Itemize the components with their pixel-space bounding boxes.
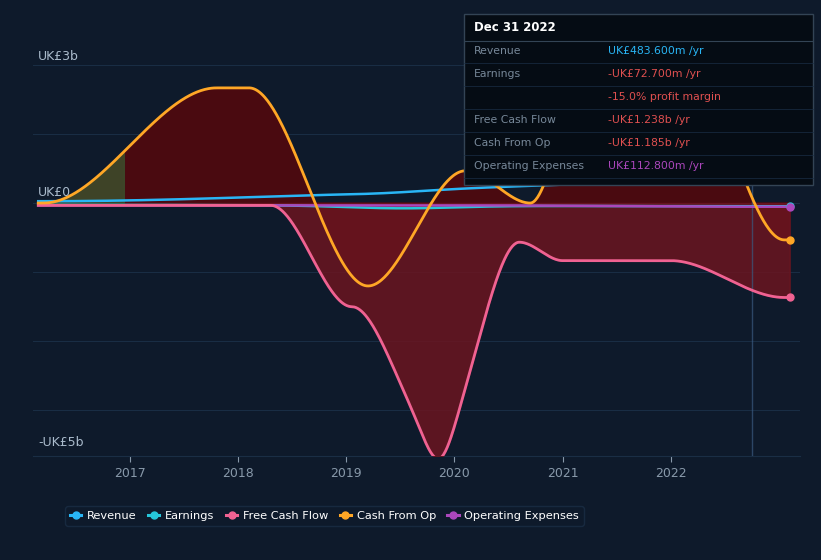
Text: UK£112.800m /yr: UK£112.800m /yr [608,161,703,171]
Text: Cash From Op: Cash From Op [474,138,550,148]
Text: Free Cash Flow: Free Cash Flow [474,115,556,125]
Text: Operating Expenses: Operating Expenses [474,161,584,171]
Text: Dec 31 2022: Dec 31 2022 [474,21,556,34]
Text: UK£3b: UK£3b [39,49,79,63]
Legend: Revenue, Earnings, Free Cash Flow, Cash From Op, Operating Expenses: Revenue, Earnings, Free Cash Flow, Cash … [66,506,584,526]
Text: UK£0: UK£0 [39,186,71,199]
Text: Revenue: Revenue [474,46,521,56]
Text: -UK£1.185b /yr: -UK£1.185b /yr [608,138,690,148]
Text: -15.0% profit margin: -15.0% profit margin [608,92,720,102]
Text: -UK£5b: -UK£5b [39,436,84,450]
Text: Earnings: Earnings [474,69,521,79]
Text: UK£483.600m /yr: UK£483.600m /yr [608,46,703,56]
Text: -UK£72.700m /yr: -UK£72.700m /yr [608,69,700,79]
Text: -UK£1.238b /yr: -UK£1.238b /yr [608,115,690,125]
